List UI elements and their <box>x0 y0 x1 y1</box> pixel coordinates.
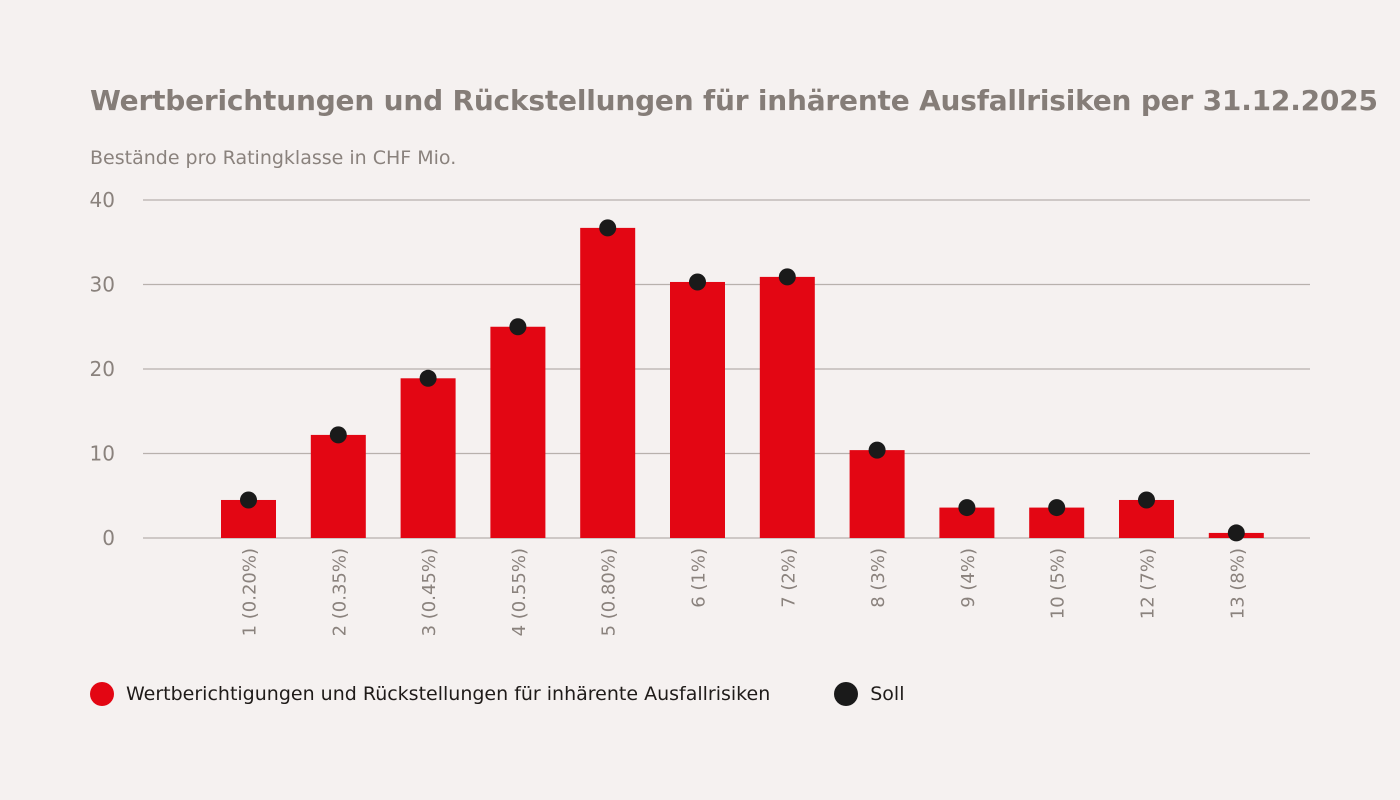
bar <box>670 281 725 538</box>
bar <box>310 434 366 538</box>
soll-point <box>689 273 706 291</box>
x-tick-label: 6 (1%) <box>689 548 710 608</box>
x-tick-label: 2 (0.35%) <box>329 548 350 636</box>
soll-point <box>868 441 886 459</box>
y-tick-label: 40 <box>90 188 115 212</box>
legend-item-soll: Soll <box>834 682 905 706</box>
x-axis-ticks: 1 (0.20%) 2 (0.35%) 3 (0.45%) 4 (0.55%) 5 (0… <box>240 548 1249 636</box>
chart-subtitle: Bestände pro Ratingklasse in CHF Mio. <box>90 147 457 169</box>
soll-point <box>599 219 617 237</box>
bar <box>849 450 905 538</box>
bars <box>221 227 1264 538</box>
soll-point <box>240 491 257 509</box>
soll-point <box>1138 491 1155 509</box>
y-tick-label: 30 <box>90 273 115 297</box>
soll-point <box>419 369 437 387</box>
y-tick-label: 0 <box>102 526 115 550</box>
y-tick-label: 20 <box>90 357 115 381</box>
legend: Wertberichtigungen und Rückstellungen fü… <box>90 682 969 706</box>
soll-point <box>1227 524 1245 542</box>
x-tick-label: 7 (2%) <box>778 548 799 608</box>
soll-point <box>778 268 796 286</box>
x-tick-label: 4 (0.55%) <box>509 548 530 636</box>
x-tick-label: 1 (0.20%) <box>240 548 261 636</box>
x-tick-label: 9 (4%) <box>958 548 979 608</box>
y-axis-ticks: 0 10 20 30 40 <box>90 188 115 550</box>
soll-point <box>329 426 347 444</box>
x-tick-label: 10 (5%) <box>1048 548 1069 619</box>
x-tick-label: 13 (8%) <box>1227 548 1248 619</box>
x-tick-label: 3 (0.45%) <box>419 548 440 636</box>
legend-label-soll: Soll <box>870 683 905 705</box>
legend-swatch-red <box>90 682 114 706</box>
soll-point <box>958 499 976 517</box>
bar <box>580 227 636 538</box>
soll-point <box>1048 499 1066 517</box>
bar <box>490 326 546 538</box>
x-tick-label: 5 (0.80%) <box>599 548 620 636</box>
legend-swatch-black <box>834 682 859 706</box>
y-tick-label: 10 <box>90 442 115 466</box>
chart-title: Wertberichtungen und Rückstellungen für … <box>90 84 1378 117</box>
legend-item-bars: Wertberichtigungen und Rückstellungen fü… <box>90 682 770 706</box>
x-tick-label: 8 (3%) <box>868 548 889 608</box>
bar <box>400 378 456 538</box>
bar <box>759 276 815 538</box>
x-tick-label: 12 (7%) <box>1138 548 1159 619</box>
legend-label-bars: Wertberichtigungen und Rückstellungen fü… <box>126 683 771 705</box>
soll-points <box>240 219 1245 542</box>
soll-point <box>509 318 527 336</box>
